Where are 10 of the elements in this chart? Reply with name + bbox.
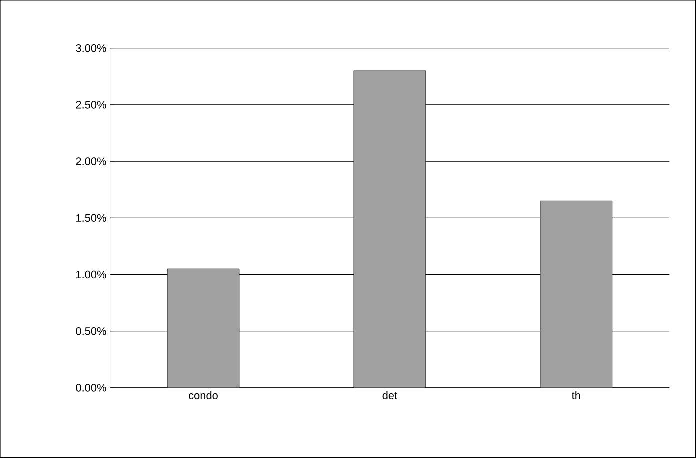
y-tick-label: 3.00% [76,44,106,52]
y-tick-label: 1.50% [76,214,106,222]
y-tick-label: 2.50% [76,100,106,109]
y-tick-label: 0.50% [76,327,106,336]
y-tick-label: 0.00% [76,384,106,392]
y-tick-label: 2.00% [76,158,106,166]
x-tick-label: th [572,391,580,400]
y-tick-label: 1.00% [76,270,106,278]
x-tick-label: condo [189,391,218,400]
x-tick-label: det [382,391,398,400]
